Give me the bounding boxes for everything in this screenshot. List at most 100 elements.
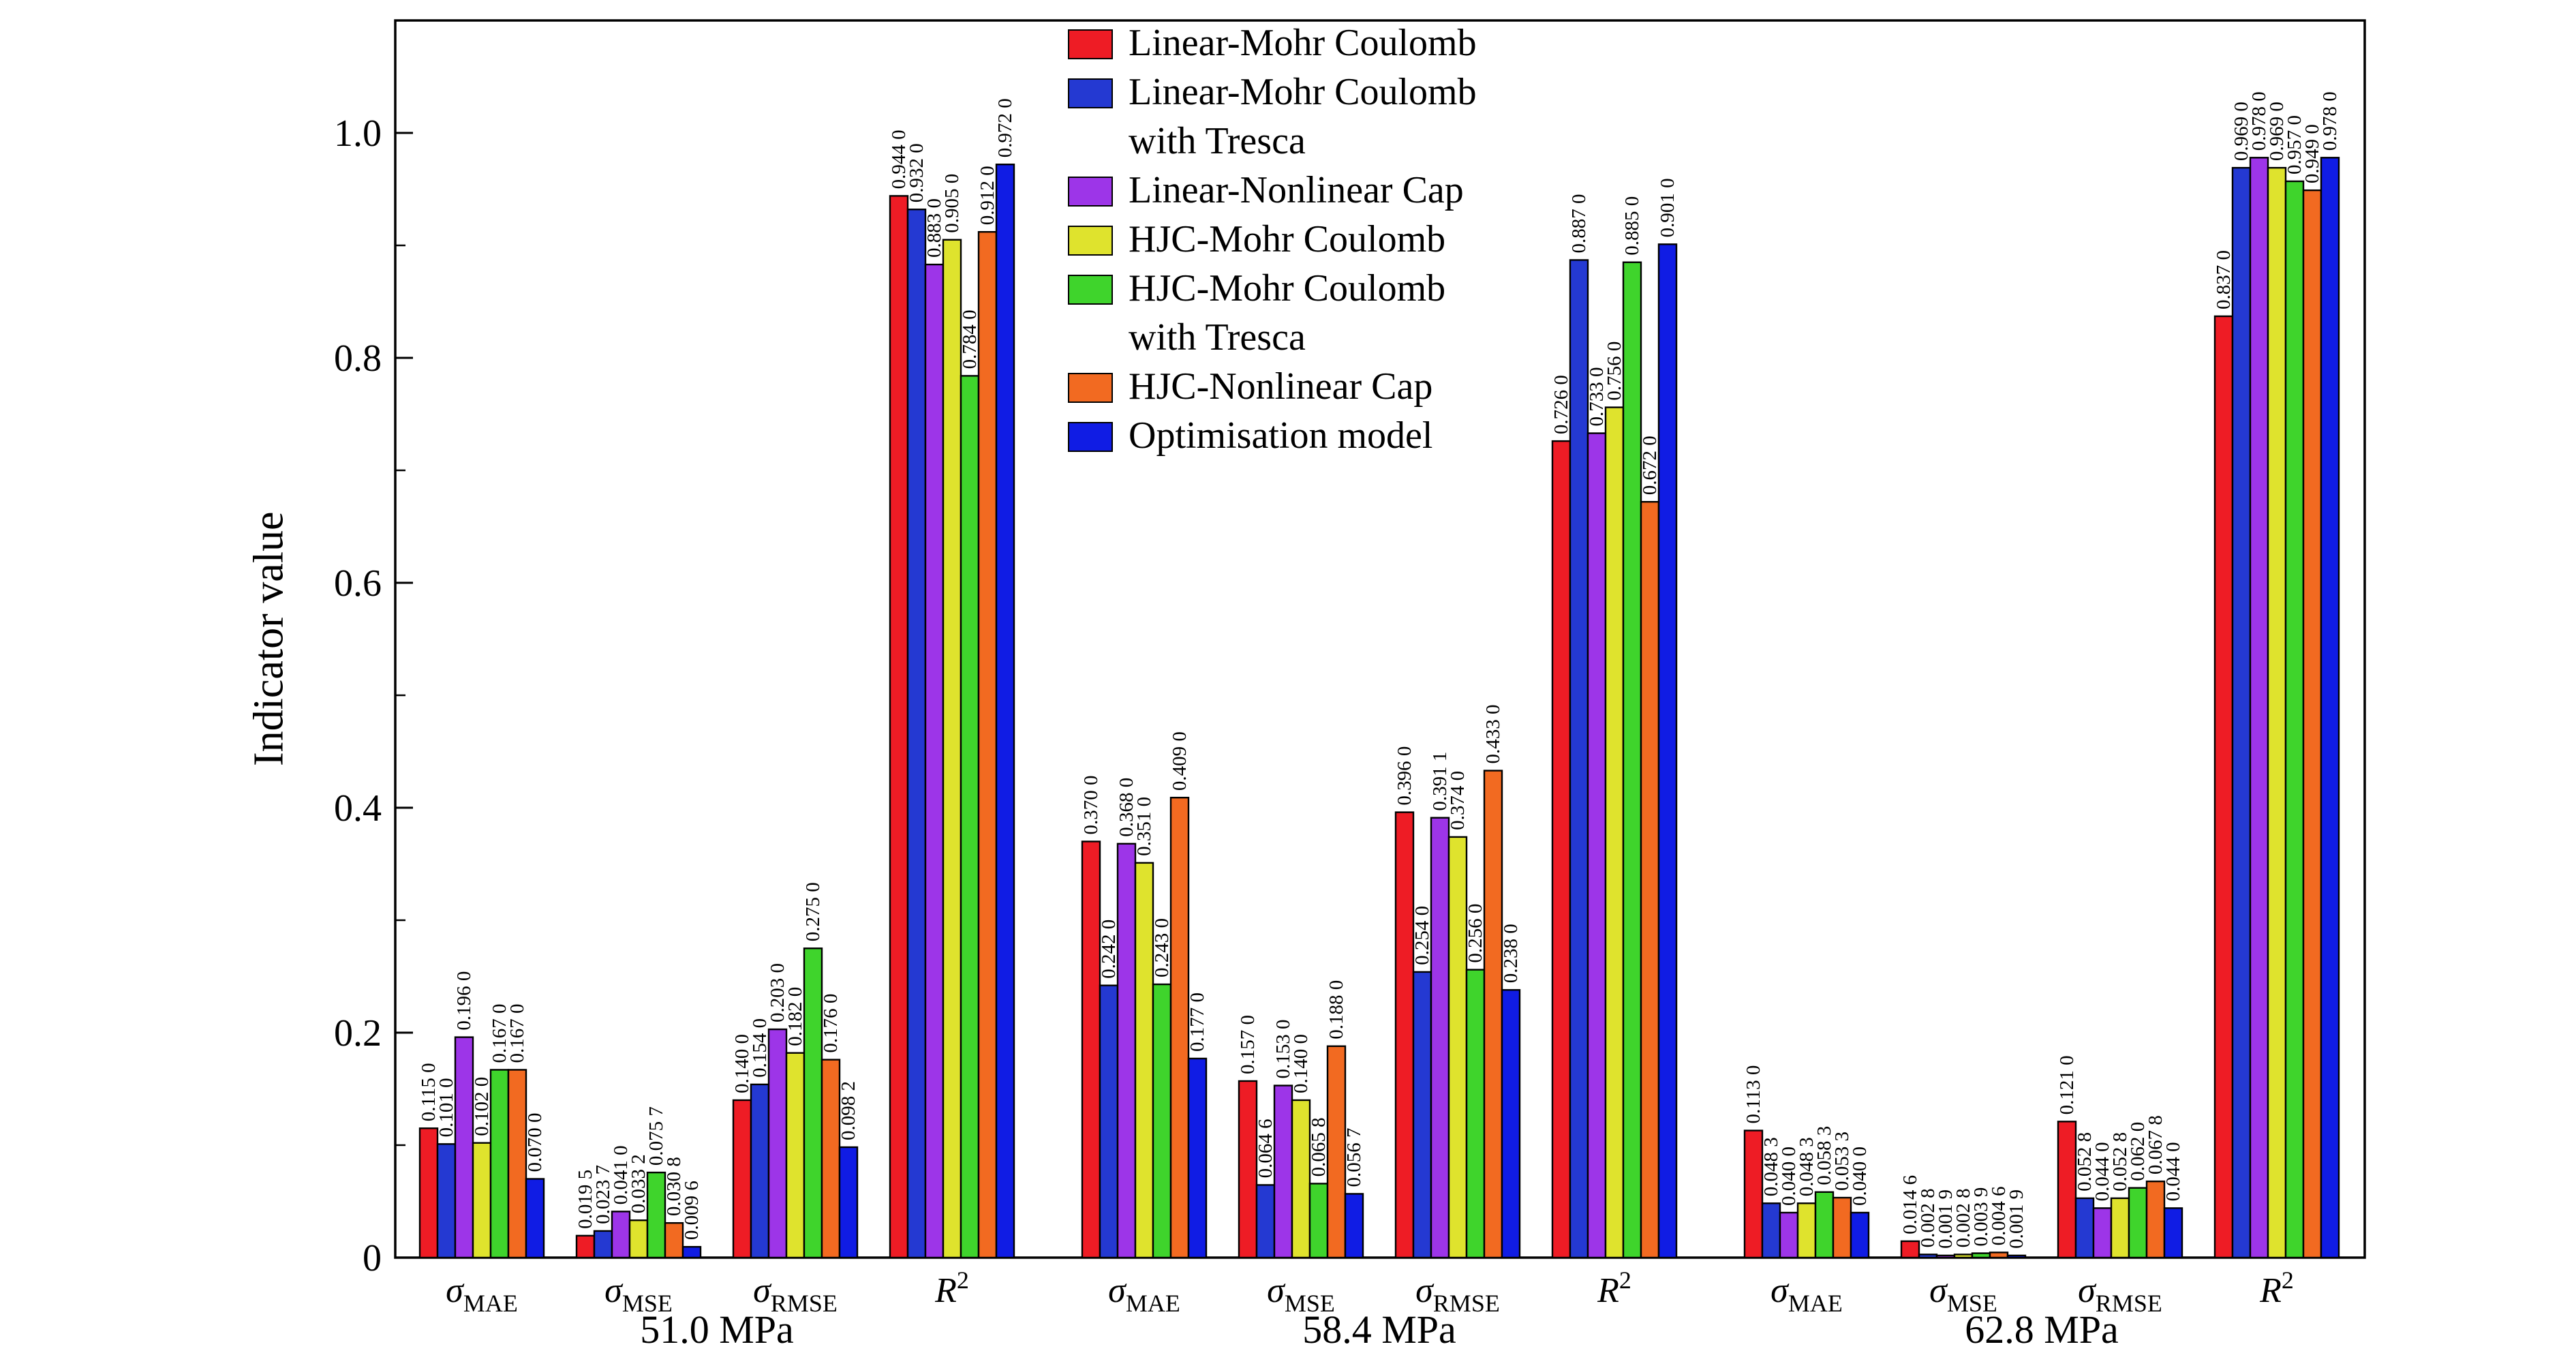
bar-value-label: 0.837 0 xyxy=(2213,250,2235,309)
bar xyxy=(1238,1080,1258,1259)
bar xyxy=(1099,984,1119,1259)
legend-label: Linear-Mohr Coulomb xyxy=(1129,71,1477,113)
bar-value-label: 0.256 0 xyxy=(1465,904,1486,963)
bar-value-label: 0.275 0 xyxy=(802,882,824,941)
bar xyxy=(525,1178,545,1259)
bar xyxy=(1586,432,1607,1259)
bar xyxy=(750,1083,770,1259)
bar xyxy=(1604,406,1625,1259)
x-tick-label: σMSE xyxy=(604,1271,673,1317)
bar-value-label: 0.905 0 xyxy=(941,174,963,233)
legend-swatch xyxy=(1068,422,1113,452)
bar xyxy=(2057,1121,2077,1259)
bar-value-label: 0.040 0 xyxy=(1849,1147,1871,1206)
legend-label: HJC-Nonlinear Cap xyxy=(1129,365,1432,408)
bar-value-label: 0.370 0 xyxy=(1080,776,1102,835)
bar xyxy=(1081,840,1101,1259)
bar-value-label: 0.070 0 xyxy=(524,1113,546,1172)
pressure-group-label: 58.4 MPa xyxy=(1302,1307,1456,1351)
legend-label: with Tresca xyxy=(1129,316,1306,359)
pressure-group-label: 62.8 MPa xyxy=(1965,1307,2119,1351)
bar-value-label: 0.176 0 xyxy=(820,994,842,1053)
bar xyxy=(1447,836,1468,1259)
bar xyxy=(1344,1193,1364,1259)
bar-value-label: 0.238 0 xyxy=(1500,924,1522,983)
bar xyxy=(1935,1254,1956,1259)
bar-value-label: 0.157 0 xyxy=(1237,1015,1259,1074)
bar xyxy=(1850,1211,1870,1259)
bar xyxy=(2145,1180,2166,1259)
legend-label: HJC-Mohr Coulomb xyxy=(1129,267,1445,309)
bar xyxy=(418,1127,439,1259)
bar xyxy=(995,163,1015,1259)
x-tick-label: σMAE xyxy=(1108,1271,1180,1317)
x-tick-label: σMAE xyxy=(446,1271,518,1317)
bar xyxy=(454,1036,474,1259)
legend-swatch xyxy=(1068,29,1113,59)
bar xyxy=(575,1234,596,1259)
bar-value-label: 0.003 9 xyxy=(1970,1187,1992,1247)
bar-value-label: 0.014 6 xyxy=(1899,1175,1921,1234)
bar xyxy=(1657,243,1678,1259)
bar-value-label: 0.053 3 xyxy=(1831,1132,1853,1191)
x-tick-label: R2 xyxy=(934,1266,969,1310)
bar-value-label: 0.949 0 xyxy=(2301,124,2323,183)
bar-value-label: 0.203 0 xyxy=(767,963,788,1022)
bar xyxy=(628,1219,649,1259)
bar-value-label: 0.153 0 xyxy=(1272,1020,1294,1079)
bar-value-label: 0.396 0 xyxy=(1394,746,1415,806)
bar xyxy=(1900,1240,1920,1259)
bar-value-label: 0.726 0 xyxy=(1550,375,1572,434)
x-tick-label: σMAE xyxy=(1770,1271,1843,1317)
bar-value-label: 0.756 0 xyxy=(1604,341,1625,401)
y-tick-label: 0.8 xyxy=(334,337,382,380)
bar-value-label: 0.001 9 xyxy=(1935,1189,1957,1249)
bar xyxy=(889,195,909,1259)
y-axis-label: Indicator value xyxy=(245,511,292,767)
bar xyxy=(1187,1057,1208,1259)
bar-value-label: 0.030 8 xyxy=(663,1157,685,1216)
bar-value-label: 0.885 0 xyxy=(1621,196,1643,256)
bar xyxy=(2006,1254,2027,1259)
bar-value-label: 0.009 6 xyxy=(681,1181,703,1240)
bar xyxy=(2213,315,2234,1259)
bar xyxy=(960,375,980,1259)
legend-label: Linear-Mohr Coulomb xyxy=(1129,22,1477,64)
bar xyxy=(1779,1211,1799,1259)
bar-value-label: 0.041 0 xyxy=(610,1145,632,1204)
bar-value-label: 0.052 8 xyxy=(2074,1132,2096,1191)
bar xyxy=(2320,157,2340,1259)
bar-value-label: 0.058 3 xyxy=(1813,1126,1835,1185)
bar-value-label: 0.254 0 xyxy=(1411,906,1433,965)
bar-value-label: 0.048 3 xyxy=(1796,1137,1818,1196)
bar xyxy=(611,1211,631,1259)
legend-label: HJC-Mohr Coulomb xyxy=(1129,218,1445,260)
bar-value-label: 0.023 7 xyxy=(592,1165,614,1224)
bar xyxy=(1814,1191,1835,1259)
bar xyxy=(942,239,962,1259)
bar xyxy=(593,1230,613,1259)
bar-value-label: 0.242 0 xyxy=(1098,920,1120,979)
bar xyxy=(1169,796,1190,1259)
bar xyxy=(977,231,998,1259)
legend-label: Linear-Nonlinear Cap xyxy=(1129,169,1464,211)
legend-swatch xyxy=(1068,78,1113,108)
bar-value-label: 0.019 5 xyxy=(574,1170,596,1229)
bar-value-label: 0.075 7 xyxy=(645,1106,667,1166)
x-tick-label: σRMSE xyxy=(753,1271,838,1317)
bar xyxy=(838,1146,859,1259)
bar-value-label: 0.140 0 xyxy=(731,1034,753,1093)
bar-value-label: 0.196 0 xyxy=(453,971,475,1031)
bar xyxy=(906,209,927,1259)
bar-value-label: 0.052 8 xyxy=(2109,1132,2131,1191)
bar-value-label: 0.004 6 xyxy=(1988,1186,2010,1245)
bar-value-label: 0.887 0 xyxy=(1568,194,1590,253)
bar xyxy=(2092,1207,2113,1259)
bar-value-label: 0.733 0 xyxy=(1586,367,1608,427)
bar xyxy=(1832,1196,1852,1259)
bar-value-label: 0.167 0 xyxy=(489,1003,510,1063)
bar-value-label: 0.433 0 xyxy=(1482,705,1504,764)
bar-value-label: 0.978 0 xyxy=(2319,91,2341,151)
bar-value-label: 0.102 0 xyxy=(471,1077,493,1136)
